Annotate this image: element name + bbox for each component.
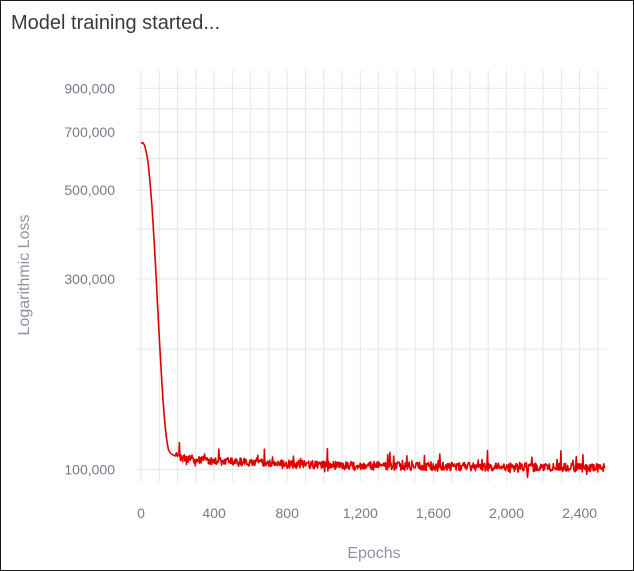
x-tick-label: 400 xyxy=(202,505,226,521)
training-status-text: Model training started... xyxy=(11,12,220,34)
x-tick-label: 2,000 xyxy=(489,505,524,521)
x-axis-title: Epochs xyxy=(347,545,400,562)
gridlines xyxy=(137,70,607,482)
y-tick-label: 700,000 xyxy=(64,124,115,140)
y-axis-ticks: 100,000 300,000 500,000 700,000 900,000 xyxy=(64,80,115,477)
y-tick-label: 300,000 xyxy=(64,271,115,287)
loss-series-line xyxy=(140,141,606,479)
x-tick-label: 800 xyxy=(276,505,300,521)
y-tick-label: 100,000 xyxy=(64,461,115,477)
x-tick-label: 0 xyxy=(137,505,145,521)
y-tick-label: 500,000 xyxy=(64,182,115,198)
series-layer xyxy=(140,141,606,479)
x-tick-label: 2,400 xyxy=(562,505,597,521)
x-tick-label: 1,600 xyxy=(416,505,451,521)
y-tick-label: 900,000 xyxy=(64,80,115,96)
x-axis-ticks: 0 400 800 1,200 1,600 2,000 2,400 xyxy=(137,505,597,521)
y-axis-title: Logarithmic Loss xyxy=(16,215,33,336)
x-tick-label: 1,200 xyxy=(343,505,378,521)
